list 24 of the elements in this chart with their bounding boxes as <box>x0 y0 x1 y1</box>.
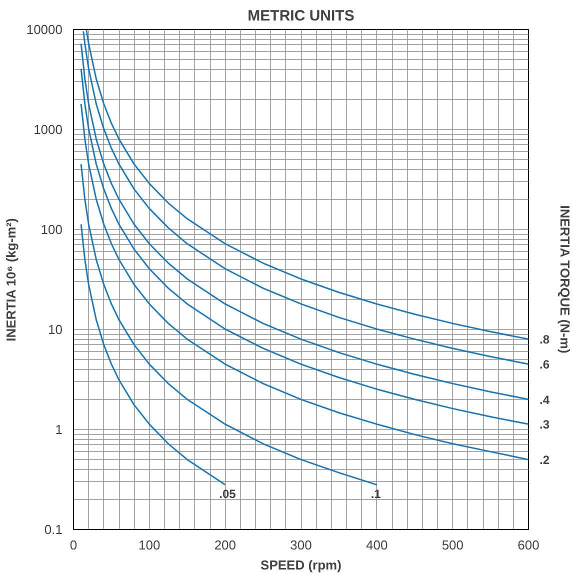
chart-title: METRIC UNITS <box>248 8 354 24</box>
y-tick-label: 100 <box>40 222 63 237</box>
x-axis-title: SPEED (rpm) <box>260 558 342 572</box>
y-tick-label: 0.1 <box>44 522 63 537</box>
y-axis-title: INERTIA 10⁶ (kg-m²) <box>3 218 18 342</box>
x-tick-label: 500 <box>442 538 464 552</box>
series-label: .3 <box>540 418 550 432</box>
x-tick-label: 200 <box>214 538 236 552</box>
x-tick-label: 300 <box>290 538 312 552</box>
y-tick-label: 10000 <box>26 22 63 37</box>
x-tick-label: 400 <box>366 538 388 552</box>
x-tick-label: 100 <box>138 538 160 552</box>
y-tick-label: 10 <box>48 322 63 337</box>
y-tick-label: 1 <box>55 422 63 437</box>
series-label: .6 <box>540 358 550 372</box>
series-label: .8 <box>540 332 550 347</box>
x-tick-label: 0 <box>70 538 78 552</box>
y-tick-label: 1000 <box>34 122 62 137</box>
y2-axis-title: INERTIA TORQUE (N-m) <box>558 205 573 354</box>
series-label: .05 <box>219 486 236 501</box>
series-label: .4 <box>540 392 550 407</box>
series-label: .1 <box>370 486 382 501</box>
series-label: .2 <box>540 453 550 468</box>
x-tick-label: 600 <box>518 538 540 552</box>
